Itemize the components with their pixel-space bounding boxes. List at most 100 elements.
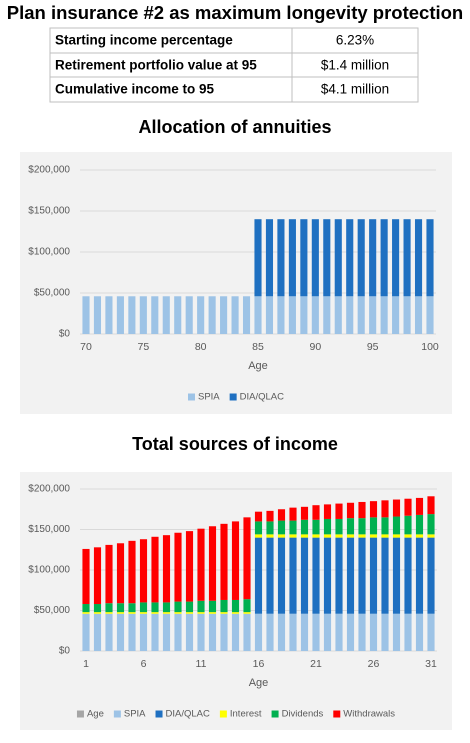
bar-segment xyxy=(208,613,217,651)
bar-segment xyxy=(93,604,102,613)
bar-segment xyxy=(323,219,331,297)
bar-segment xyxy=(357,296,365,334)
bar-segment xyxy=(312,613,320,651)
page-title: Plan insurance #2 as maximum longevity p… xyxy=(7,2,463,23)
bar-segment xyxy=(105,613,113,651)
bar-segment xyxy=(427,534,435,538)
bar-segment xyxy=(335,503,343,519)
y-tick-label: $50,000 xyxy=(34,288,71,299)
bar-segment xyxy=(231,296,239,334)
bar-segment xyxy=(289,507,297,521)
bar-segment xyxy=(254,511,263,522)
table-cell: Retirement portfolio value at 95 xyxy=(55,58,257,73)
y-tick-label: $50,000 xyxy=(34,605,71,616)
bar-segment xyxy=(254,537,263,614)
bar-segment xyxy=(289,613,297,651)
bar-segment xyxy=(369,534,378,538)
bar-segment xyxy=(162,602,171,613)
bar-segment xyxy=(93,547,102,605)
y-tick-label: $0 xyxy=(59,329,71,340)
bar-segment xyxy=(139,612,148,614)
table-cell: Cumulative income to 95 xyxy=(55,82,215,97)
bar-segment xyxy=(323,296,331,334)
bar-segment xyxy=(105,296,113,334)
bar-segment xyxy=(392,534,401,538)
y-tick-label: $100,000 xyxy=(28,565,70,576)
bar-segment xyxy=(335,534,343,538)
bar-segment xyxy=(174,532,182,602)
bar-segment xyxy=(128,612,136,614)
bar-segment xyxy=(300,296,308,334)
bar-segment xyxy=(415,497,424,515)
bar-segment xyxy=(312,534,320,538)
legend-swatch xyxy=(229,393,237,401)
bar-segment xyxy=(369,537,378,614)
bar-segment xyxy=(116,613,125,651)
bar-segment xyxy=(346,219,354,297)
legend-swatch xyxy=(76,710,84,718)
bar-segment xyxy=(334,296,342,334)
bar-segment xyxy=(415,537,424,614)
x-tick-label: 6 xyxy=(141,658,147,670)
bar-segment xyxy=(174,613,182,651)
bar-segment xyxy=(369,613,378,651)
legend-label: Interest xyxy=(230,709,262,720)
bar-segment xyxy=(346,296,354,334)
bar-segment xyxy=(185,531,194,602)
bar-segment xyxy=(311,296,319,334)
bar-segment xyxy=(105,612,113,614)
bar-segment xyxy=(369,219,377,297)
bar-segment xyxy=(392,537,401,614)
x-tick-label: 31 xyxy=(425,658,437,670)
bar-segment xyxy=(288,219,296,297)
bar-segment xyxy=(289,537,297,614)
x-tick-label: 26 xyxy=(368,658,380,670)
bar-segment xyxy=(208,600,217,613)
bar-segment xyxy=(381,613,389,651)
bar-segment xyxy=(82,296,90,334)
bar-segment xyxy=(277,534,286,538)
bar-segment xyxy=(162,612,171,614)
bar-segment xyxy=(312,505,320,520)
bar-segment xyxy=(185,613,194,651)
bar-segment xyxy=(139,539,148,603)
y-tick-label: $200,000 xyxy=(28,484,70,495)
legend-swatch xyxy=(187,393,195,401)
legend-swatch xyxy=(333,710,341,718)
bar-segment xyxy=(358,518,366,535)
bar-segment xyxy=(289,520,297,535)
bar-segment xyxy=(358,537,366,614)
bar-segment xyxy=(265,219,274,297)
bar-segment xyxy=(277,520,286,535)
bar-segment xyxy=(128,540,136,604)
bar-segment xyxy=(151,536,159,603)
bar-segment xyxy=(358,534,366,538)
bar-segment xyxy=(346,534,355,538)
bar-segment xyxy=(197,600,205,613)
bar-segment xyxy=(311,219,319,297)
table-cell: $4.1 million xyxy=(321,82,389,97)
bar-segment xyxy=(254,219,262,297)
y-tick-label: $0 xyxy=(59,646,71,657)
bar-segment xyxy=(427,496,435,515)
bar-segment xyxy=(335,537,343,614)
bar-segment xyxy=(415,613,424,651)
bar-segment xyxy=(231,599,240,613)
x-tick-label: 16 xyxy=(253,658,265,670)
bar-segment xyxy=(403,296,411,334)
bar-segment xyxy=(197,612,205,614)
bar-segment xyxy=(105,544,113,604)
bar-segment xyxy=(82,612,90,614)
bar-segment xyxy=(369,501,378,518)
legend-label: Age xyxy=(87,709,104,720)
bar-segment xyxy=(162,613,171,651)
bar-segment xyxy=(414,219,423,297)
bar-segment xyxy=(220,613,228,651)
legend-label: Dividends xyxy=(282,709,324,720)
bar-segment xyxy=(300,519,309,535)
bar-segment xyxy=(208,526,217,601)
x-tick-label: 90 xyxy=(309,341,321,353)
bar-segment xyxy=(185,612,194,614)
bar-segment xyxy=(139,613,148,651)
bar-segment xyxy=(277,509,286,521)
